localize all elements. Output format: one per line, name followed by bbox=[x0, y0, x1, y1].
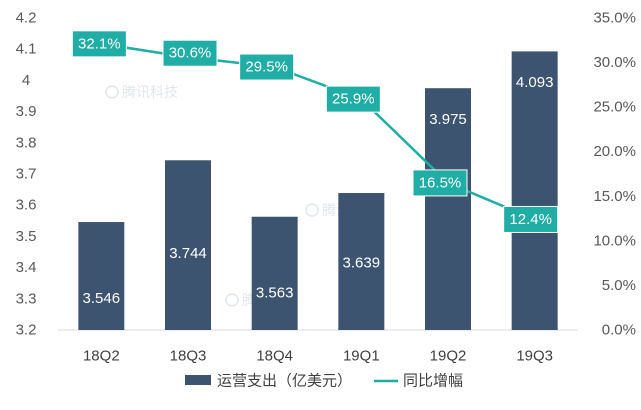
left-tick-label: 3.5 bbox=[16, 228, 37, 245]
right-tick-label: 15.0% bbox=[593, 188, 636, 205]
left-tick-label: 4.1 bbox=[16, 41, 37, 58]
bar bbox=[425, 88, 471, 330]
line-label-box bbox=[503, 205, 559, 233]
line-data-label: 30.6% bbox=[162, 39, 218, 67]
bar-data-label: 3.975 bbox=[429, 111, 467, 128]
bar-data-label: 4.093 bbox=[516, 74, 554, 91]
legend-item: 运营支出（亿美元） bbox=[185, 373, 352, 390]
right-tick-label: 30.0% bbox=[593, 54, 636, 71]
x-tick-label: 19Q3 bbox=[516, 348, 553, 365]
right-tick-label: 5.0% bbox=[602, 277, 636, 294]
x-tick-label: 18Q2 bbox=[83, 348, 120, 365]
line-data-label: 16.5% bbox=[412, 169, 468, 197]
bar bbox=[511, 51, 558, 330]
watermark-icon bbox=[225, 293, 239, 307]
x-tick-label: 19Q1 bbox=[343, 348, 380, 365]
line-label-box bbox=[239, 53, 295, 81]
bar-data-labels: 3.546 3.744 3.563 3.639 3.975 4.093 bbox=[83, 74, 554, 307]
legend-item: 同比增幅 bbox=[374, 373, 463, 390]
line-data-label: 12.4% bbox=[503, 205, 559, 233]
right-tick-label: 10.0% bbox=[593, 232, 636, 249]
line-data-label: 29.5% bbox=[239, 53, 295, 81]
line-label-text: 12.4% bbox=[509, 211, 552, 228]
bar bbox=[165, 160, 211, 330]
right-axis: 0.0% 5.0% 10.0% 15.0% 20.0% 25.0% 30.0% 35.0% bbox=[593, 10, 636, 339]
bar-data-label: 3.639 bbox=[343, 254, 381, 271]
left-tick-label: 3.6 bbox=[16, 197, 37, 214]
left-tick-label: 3.7 bbox=[16, 166, 37, 183]
bar bbox=[78, 222, 125, 330]
watermark-layer: 腾讯科技腾讯科技腾讯科技 bbox=[105, 84, 378, 308]
line-label-box bbox=[325, 85, 381, 113]
line-label-text: 30.6% bbox=[169, 45, 212, 62]
bar-data-label: 3.563 bbox=[256, 285, 294, 302]
bar-data-label: 3.744 bbox=[169, 245, 207, 262]
line-label-text: 29.5% bbox=[245, 59, 288, 76]
right-tick-label: 20.0% bbox=[593, 143, 636, 160]
watermark-icon bbox=[305, 203, 319, 217]
left-tick-label: 4 bbox=[22, 72, 30, 89]
bar bbox=[251, 216, 298, 330]
line-label-box bbox=[162, 39, 218, 67]
watermark: 腾讯科技 bbox=[105, 84, 178, 100]
bar-data-label: 3.546 bbox=[83, 290, 121, 307]
line-data-label: 32.1% bbox=[71, 30, 127, 58]
left-tick-label: 3.3 bbox=[16, 290, 37, 307]
line-label-text: 25.9% bbox=[332, 91, 375, 108]
left-tick-label: 3.2 bbox=[16, 322, 37, 339]
bar-series bbox=[78, 51, 558, 330]
line-label-box bbox=[71, 30, 127, 58]
legend-label: 运营支出（亿美元） bbox=[217, 373, 352, 390]
left-tick-label: 3.8 bbox=[16, 134, 37, 151]
x-tick-label: 18Q4 bbox=[256, 348, 293, 365]
bar bbox=[338, 193, 385, 330]
left-tick-label: 4.2 bbox=[16, 10, 37, 27]
line-data-labels: 32.1% 30.6% 29.5% 25.9% 16.5% 12.4% bbox=[71, 30, 559, 233]
left-axis: 3.2 3.3 3.4 3.5 3.6 3.7 3.8 3.9 4 4.1 4.2 bbox=[16, 10, 37, 339]
legend-label: 同比增幅 bbox=[403, 373, 463, 390]
left-tick-label: 3.4 bbox=[16, 259, 37, 276]
line-data-label: 25.9% bbox=[325, 85, 381, 113]
legend-swatch-bar bbox=[185, 375, 211, 385]
x-axis-labels: 18Q2 18Q3 18Q4 19Q1 19Q2 19Q3 bbox=[83, 348, 553, 365]
right-tick-label: 25.0% bbox=[593, 99, 636, 116]
x-tick-label: 19Q2 bbox=[430, 348, 467, 365]
left-tick-label: 3.9 bbox=[16, 103, 37, 120]
right-tick-label: 35.0% bbox=[593, 10, 636, 27]
right-tick-label: 0.0% bbox=[602, 322, 636, 339]
line-label-text: 16.5% bbox=[419, 174, 462, 191]
watermark-icon bbox=[105, 85, 119, 99]
line-label-text: 32.1% bbox=[78, 35, 121, 52]
watermark-text: 腾讯科技 bbox=[122, 84, 178, 100]
legend: 运营支出（亿美元） 同比增幅 bbox=[185, 373, 463, 390]
line-label-box bbox=[412, 169, 468, 197]
x-tick-label: 18Q3 bbox=[170, 348, 207, 365]
